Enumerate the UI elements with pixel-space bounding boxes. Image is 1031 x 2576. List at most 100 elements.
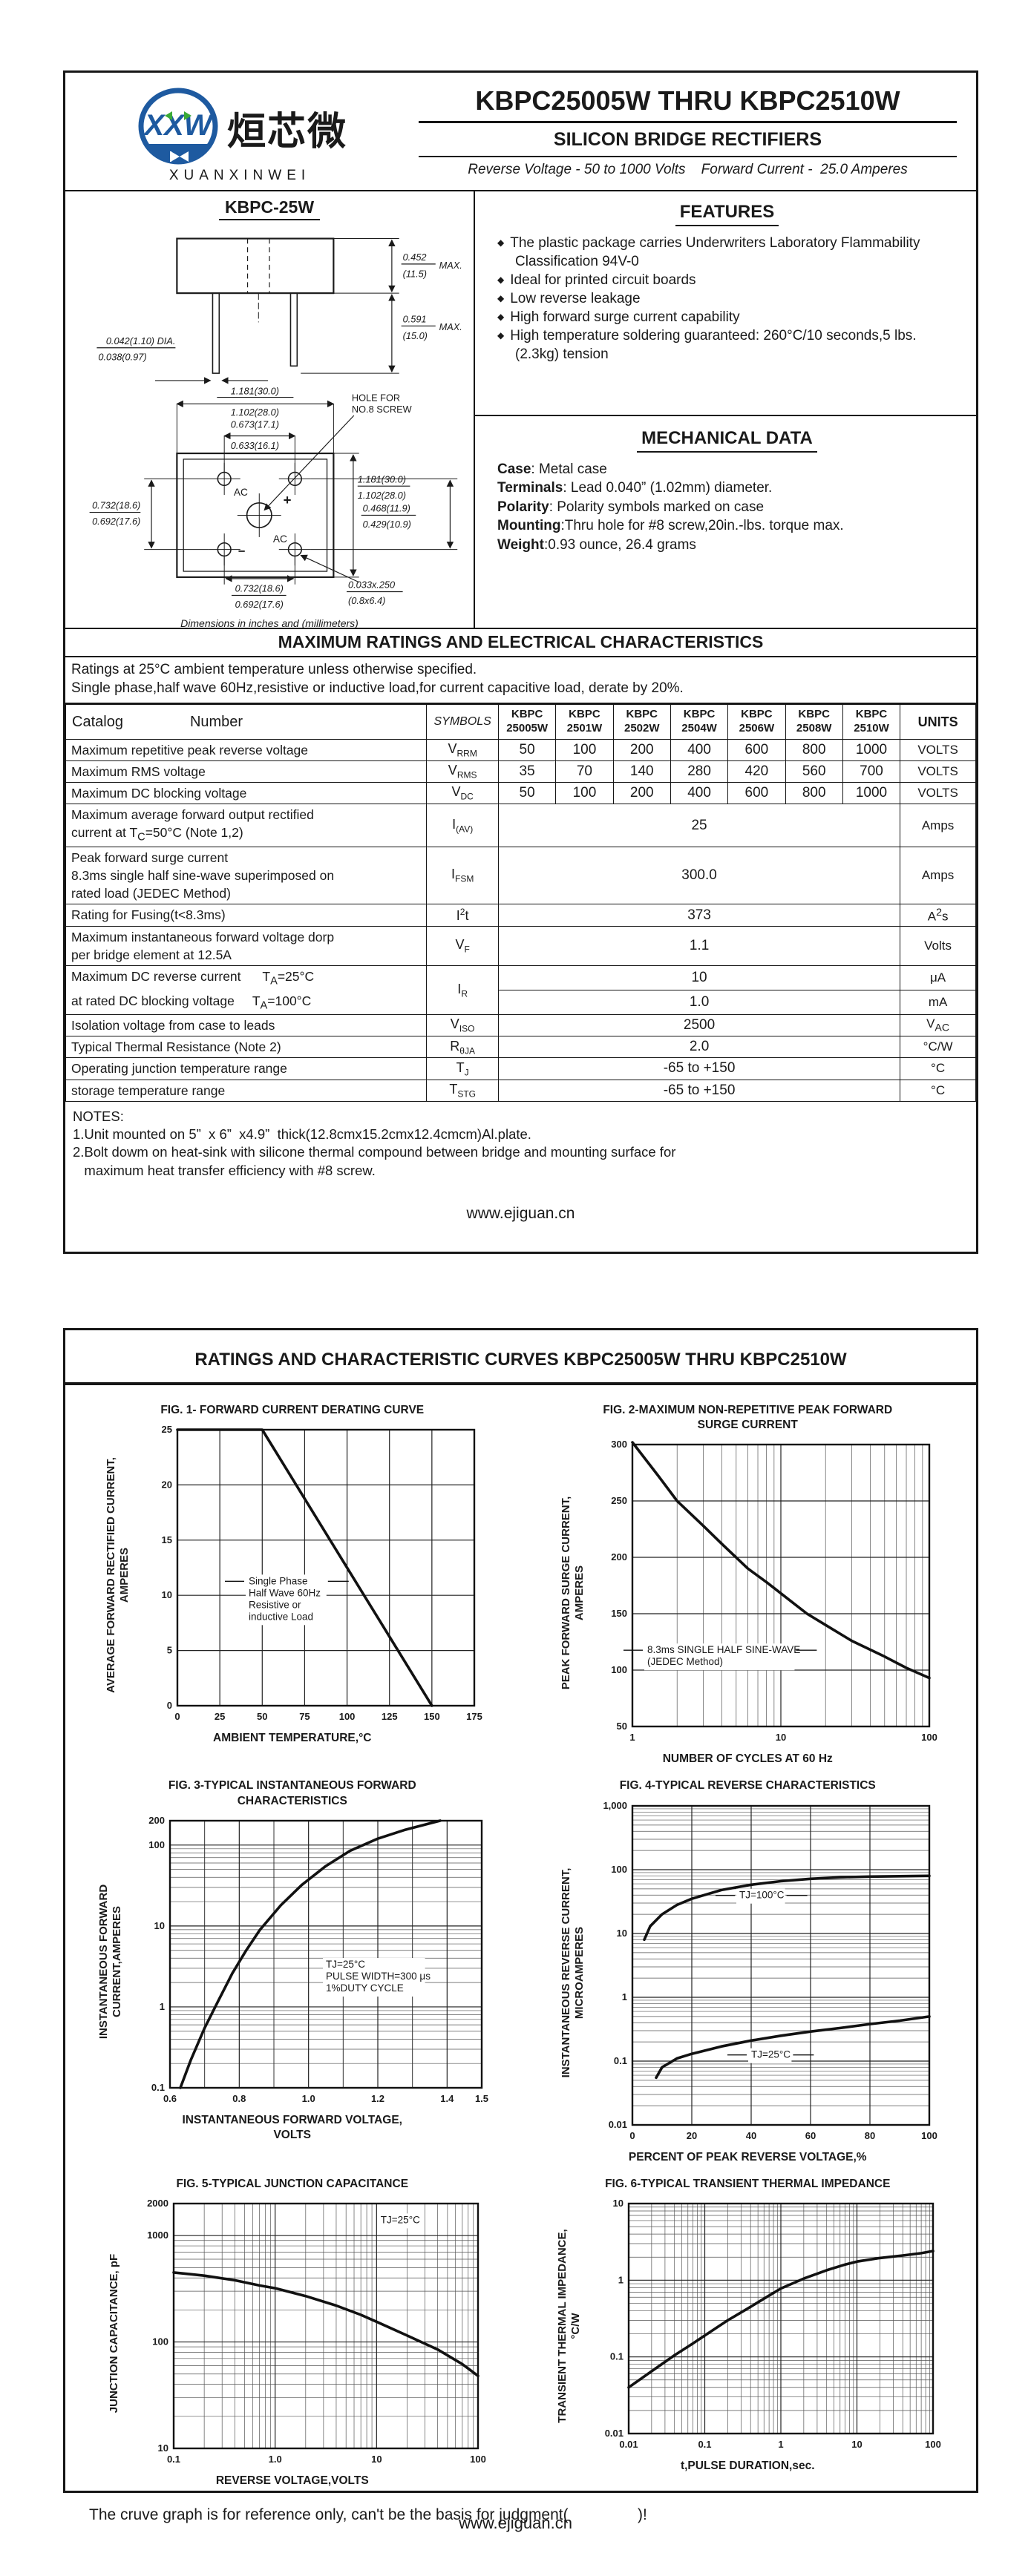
svg-text:150: 150 bbox=[424, 1711, 440, 1722]
svg-text:1: 1 bbox=[630, 1732, 635, 1743]
row-value: 300.0 bbox=[497, 847, 901, 905]
table-row: storage temperature range TSTG -65 to +150… bbox=[65, 1079, 976, 1102]
column-header-catalog: Catalog Number bbox=[65, 704, 428, 740]
column-header-units: UNITS bbox=[900, 704, 976, 740]
column-header-model: KBPC 2510W bbox=[842, 704, 901, 740]
row-value: 1000 bbox=[842, 782, 901, 805]
site-footer-url: www.ejiguan.cn bbox=[459, 2514, 572, 2532]
x-axis-label: REVERSE VOLTAGE,VOLTS bbox=[215, 2474, 369, 2487]
y-axis-label: PEAK FORWARD SURGE CURRENT, AMPERES bbox=[560, 1496, 586, 1690]
svg-text:1: 1 bbox=[779, 2439, 784, 2450]
x-axis-label: INSTANTANEOUS FORWARD VOLTAGE, VOLTS bbox=[182, 2113, 402, 2141]
row-label: Maximum instantaneous forward voltage do… bbox=[65, 925, 428, 966]
figure-5: FIG. 5-TYPICAL JUNCTION CAPACITANCE JUNCT… bbox=[65, 2169, 521, 2493]
features-list: ◆ The plastic package carries Underwriter… bbox=[497, 234, 957, 364]
svg-text:Single Phase: Single Phase bbox=[249, 1575, 308, 1586]
diamond-bullet-icon: ◆ bbox=[497, 312, 505, 323]
svg-text:1: 1 bbox=[160, 2001, 165, 2012]
row-value: 100 bbox=[555, 782, 614, 805]
subtitle-divider bbox=[419, 155, 957, 157]
row-symbol: IFSM bbox=[426, 847, 499, 905]
svg-text:200: 200 bbox=[612, 1551, 628, 1563]
svg-text:(JEDEC Method): (JEDEC Method) bbox=[647, 1656, 723, 1667]
svg-text:+: + bbox=[283, 492, 291, 507]
svg-text:8.3ms SINGLE HALF SINE-WAVE: 8.3ms SINGLE HALF SINE-WAVE bbox=[647, 1644, 800, 1655]
x-axis-label: NUMBER OF CYCLES AT 60 Hz bbox=[662, 1752, 833, 1766]
row-value: -65 to +150 bbox=[497, 1057, 901, 1080]
svg-text:0.01: 0.01 bbox=[620, 2439, 638, 2450]
row-value: 1.1 bbox=[497, 925, 901, 966]
svg-text:100: 100 bbox=[612, 1664, 628, 1675]
svg-text:1.181(30.0): 1.181(30.0) bbox=[357, 473, 405, 484]
svg-text:100: 100 bbox=[470, 2454, 486, 2465]
doc-subtitle: SILICON BRIDGE RECTIFIERS bbox=[553, 128, 822, 150]
svg-text:1: 1 bbox=[622, 1991, 627, 2002]
svg-text:25: 25 bbox=[215, 1711, 225, 1722]
y-axis-label: INSTANTANEOUS REVERSE CURRENT, MICROAMPER… bbox=[560, 1867, 586, 2077]
svg-text:0: 0 bbox=[167, 1700, 172, 1711]
diamond-bullet-icon: ◆ bbox=[497, 293, 505, 304]
row-unit: VAC bbox=[900, 1014, 976, 1037]
row-symbol: RθJA bbox=[426, 1036, 499, 1059]
svg-text:AC: AC bbox=[233, 487, 247, 498]
figure-title: FIG. 1- FORWARD CURRENT DERATING CURVE bbox=[160, 1404, 425, 1416]
diamond-bullet-icon: ◆ bbox=[497, 237, 505, 248]
company-logo: XXW 烜芯微 XUANXINWEI bbox=[65, 73, 414, 190]
header: XXW 烜芯微 XUANXINWEI KBPC25005W THRU KBPC2… bbox=[65, 73, 976, 191]
svg-text:(0.8x6.4): (0.8x6.4) bbox=[348, 595, 385, 606]
table-row: Maximum average forward output rectified… bbox=[65, 804, 976, 848]
svg-text:25: 25 bbox=[161, 1424, 171, 1435]
svg-text:40: 40 bbox=[746, 2130, 756, 2141]
note-line: 1.Unit mounted on 5” x 6” x4.9” thick(12… bbox=[73, 1126, 531, 1143]
column-header-model: KBPC 2506W bbox=[727, 704, 786, 740]
ratings-table: Catalog Number SYMBOLS KBPC 25005W KBPC 250… bbox=[65, 704, 976, 1102]
feature-item: ◆ High temperature soldering guaranteed: … bbox=[497, 328, 917, 363]
svg-text:NO.8 SCREW: NO.8 SCREW bbox=[351, 404, 411, 415]
row-label: storage temperature range bbox=[65, 1079, 428, 1102]
row-label: Typical Thermal Resistance (Note 2) bbox=[65, 1036, 428, 1059]
svg-text:100: 100 bbox=[612, 1864, 628, 1875]
svg-text:125: 125 bbox=[382, 1711, 398, 1722]
svg-text:100: 100 bbox=[152, 2336, 168, 2347]
row-label: at rated DC blocking voltage TA=100°C bbox=[65, 990, 428, 1016]
svg-text:10: 10 bbox=[161, 1589, 171, 1600]
logo-chinese-text: 烜芯微 bbox=[226, 110, 347, 154]
svg-text:1.4: 1.4 bbox=[440, 2093, 454, 2104]
svg-text:0.452: 0.452 bbox=[402, 252, 426, 263]
page-title: KBPC25005W THRU KBPC2510W bbox=[475, 85, 900, 116]
logo-mark-icon: XXW bbox=[138, 88, 218, 165]
mechanical-item: Case: Metal case bbox=[497, 461, 607, 477]
table-row: Maximum RMS voltage VRMS 35 70 140 280 420 560 7… bbox=[65, 760, 976, 783]
table-row: Rating for Fusing(t<8.3ms) I2t 373 A2s bbox=[65, 904, 976, 927]
feature-item: ◆ The plastic package carries Underwriter… bbox=[497, 235, 920, 270]
column-header-model: KBPC 2501W bbox=[555, 704, 614, 740]
svg-text:0.01: 0.01 bbox=[609, 2119, 627, 2130]
table-row: Maximum instantaneous forward voltage do… bbox=[65, 925, 976, 966]
y-axis-label: TRANSIENT THERMAL IMPEDANCE, °C/W bbox=[556, 2229, 583, 2423]
figure-2-chart: 1 10 100 50 100 150 200 250 300 8.3ms SINGLE HALF… bbox=[612, 1439, 938, 1743]
figure-6-chart: 0.01 0.1 1 10 100 0.01 0.1 1 10 bbox=[605, 2198, 941, 2450]
svg-text:10: 10 bbox=[852, 2439, 863, 2450]
svg-text:TJ=100°C: TJ=100°C bbox=[739, 1889, 785, 1900]
svg-text:2000: 2000 bbox=[147, 2198, 168, 2209]
ratings-condition-line2: Single phase,half wave 60Hz,resistive or… bbox=[71, 680, 684, 696]
title-divider bbox=[419, 120, 957, 123]
svg-text:15: 15 bbox=[161, 1534, 171, 1545]
mechanical-list: Case: Metal case Terminals: Lead 0.040” (… bbox=[497, 460, 957, 554]
svg-text:0: 0 bbox=[630, 2130, 635, 2141]
table-row: Typical Thermal Resistance (Note 2) RθJA 2… bbox=[65, 1036, 976, 1059]
figure-1: FIG. 1- FORWARD CURRENT DERATING CURVE AV… bbox=[65, 1396, 521, 1771]
svg-text:10: 10 bbox=[154, 1920, 164, 1931]
row-unit: A2s bbox=[900, 904, 976, 927]
row-symbol: TJ bbox=[426, 1057, 499, 1080]
row-value: 200 bbox=[612, 782, 671, 805]
svg-text:Half Wave 60Hz: Half Wave 60Hz bbox=[249, 1587, 321, 1598]
notes-title: NOTES: bbox=[73, 1108, 124, 1124]
row-value: 10 bbox=[497, 965, 901, 991]
svg-text:0.8: 0.8 bbox=[232, 2093, 246, 2104]
row-unit: °C/W bbox=[900, 1036, 976, 1059]
features-title: FEATURES bbox=[675, 202, 779, 226]
svg-text:0.1: 0.1 bbox=[167, 2454, 180, 2465]
svg-text:100: 100 bbox=[925, 2439, 941, 2450]
row-value: 1000 bbox=[842, 738, 901, 762]
